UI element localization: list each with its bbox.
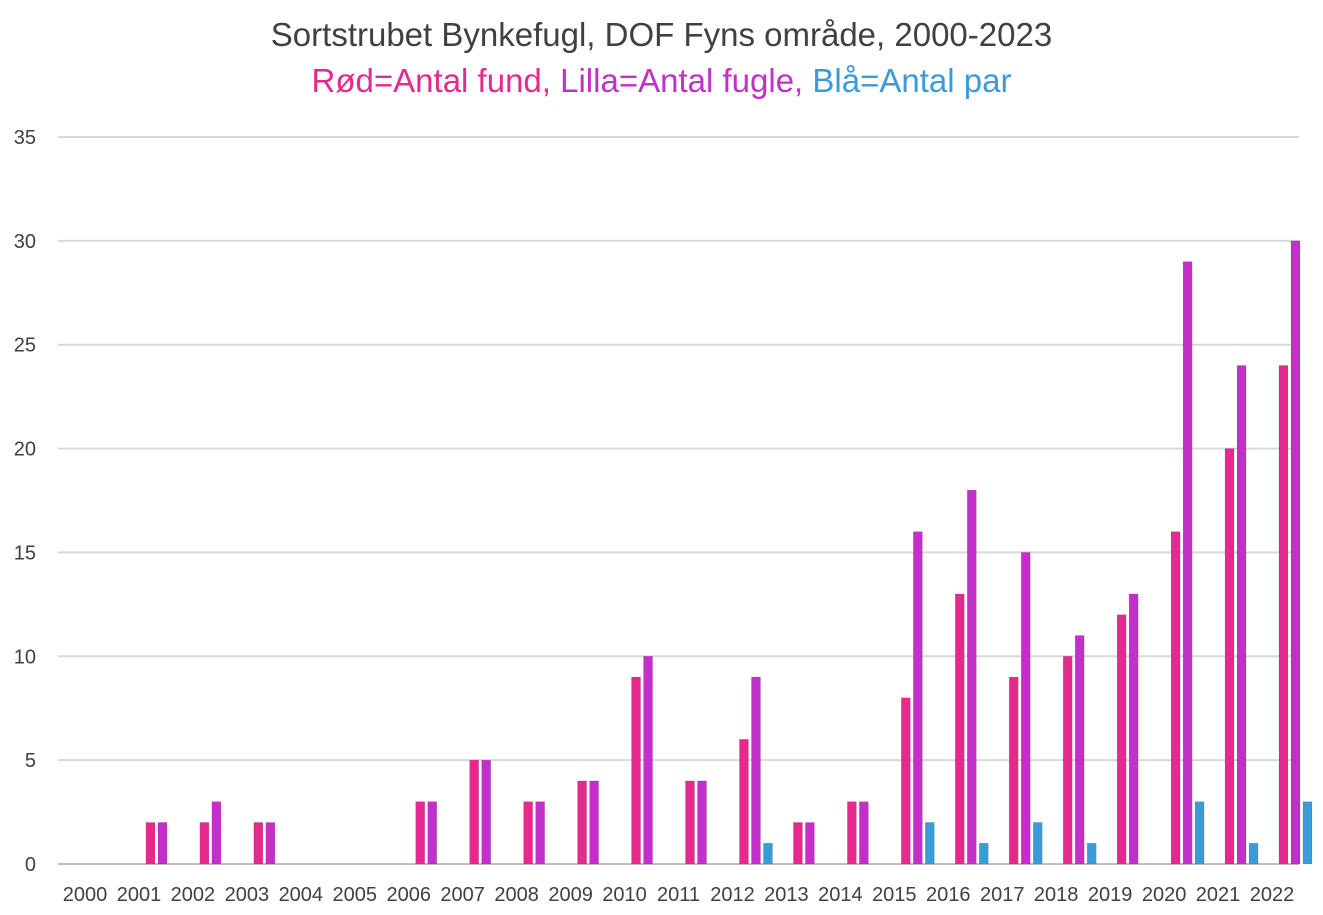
bar [535,801,545,865]
bar [1128,593,1139,865]
bar [913,531,923,865]
chart-title: Sortstrubet Bynkefugl, DOF Fyns område, … [270,16,1053,53]
bar [954,593,965,865]
x-tick-label: 2000 [63,884,108,906]
y-tick-label: 35 [14,127,36,149]
bar [901,697,911,865]
bar [631,676,641,865]
bar [763,842,773,865]
bar [469,759,479,865]
x-tick-label: 2020 [1142,884,1187,906]
bar [1170,531,1181,865]
bar [523,801,533,865]
bar [1062,655,1073,865]
bar [1008,676,1019,865]
x-tick-label: 2010 [602,884,647,906]
bar [1182,261,1193,865]
bar [157,822,168,865]
bar [1086,842,1097,865]
x-tick-label: 2015 [872,884,917,906]
bar [577,780,587,865]
bar [265,822,276,865]
x-tick-label: 2007 [440,884,485,906]
bar [199,822,210,865]
bar [1236,365,1247,865]
x-tick-label: 2002 [171,884,216,906]
bar [978,842,989,865]
bar [1194,801,1205,865]
bar [1302,801,1313,865]
y-tick-label: 25 [14,335,36,357]
x-tick-label: 2011 [657,884,700,906]
y-tick-label: 0 [25,854,36,876]
x-tick-label: 2006 [386,884,431,906]
subtitle-part: Blå=Antal par [812,62,1012,99]
bar [859,801,869,865]
x-tick-label: 2008 [494,884,539,906]
bar [253,822,264,865]
x-tick-label: 2004 [279,884,324,906]
x-tick-label: 2019 [1088,884,1133,906]
bar [415,801,426,865]
bar [427,801,438,865]
y-tick-label: 30 [14,231,36,253]
x-tick-label: 2022 [1250,884,1295,906]
bar [685,780,695,865]
y-tick-label: 15 [14,542,36,564]
bar [589,780,599,865]
chart-subtitle: Rød=Antal fund, Lilla=Antal fugle, Blå=A… [0,62,1323,100]
x-tick-label: 2021 [1196,884,1241,906]
bar [1116,614,1127,865]
bar [925,822,935,865]
y-tick-label: 5 [25,750,36,772]
bar [966,489,977,865]
bar [751,676,761,865]
bar [1074,635,1085,865]
bar [793,822,803,865]
x-tick-label: 2014 [818,884,863,906]
x-tick-label: 2005 [333,884,378,906]
bar [145,822,156,865]
x-tick-label: 2013 [764,884,809,906]
y-tick-label: 20 [14,439,36,461]
bar [643,655,653,865]
x-tick-label: 2017 [980,884,1025,906]
bar [1020,552,1031,865]
bar [1032,822,1043,865]
x-tick-label: 2009 [548,884,593,906]
x-tick-label: 2003 [225,884,270,906]
bar [1248,842,1259,865]
bar [847,801,857,865]
subtitle-part: Rød=Antal fund, [311,62,561,99]
bar [697,780,707,865]
bar [1290,240,1301,865]
bar [481,759,491,865]
x-tick-label: 2018 [1034,884,1079,906]
x-tick-label: 2012 [710,884,755,906]
bar [739,739,749,865]
bar [1224,448,1235,865]
subtitle-part: Lilla=Antal fugle, [560,62,813,99]
bar [1278,365,1289,865]
bar [211,801,222,865]
x-tick-label: 2001 [117,884,162,906]
x-tick-label: 2016 [926,884,971,906]
bar [805,822,815,865]
y-tick-label: 10 [14,646,36,668]
